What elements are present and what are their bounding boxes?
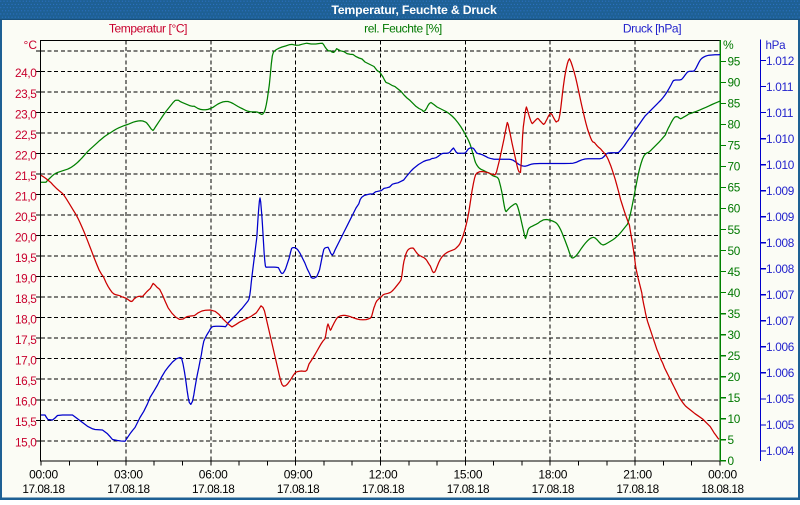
svg-text:17,5: 17,5 (15, 333, 37, 347)
svg-text:65: 65 (728, 181, 741, 195)
svg-text:17.08.18: 17.08.18 (192, 482, 235, 496)
svg-text:17.08.18: 17.08.18 (22, 482, 65, 496)
svg-text:95: 95 (728, 55, 741, 69)
svg-text:18,0: 18,0 (15, 313, 37, 327)
svg-text:21:00: 21:00 (623, 467, 652, 481)
svg-text:17.08.18: 17.08.18 (362, 482, 405, 496)
svg-text:75: 75 (728, 139, 741, 153)
svg-text:1.007: 1.007 (766, 288, 794, 302)
svg-text:1.005: 1.005 (766, 392, 795, 406)
svg-text:22,5: 22,5 (15, 128, 37, 142)
svg-text:17.08.18: 17.08.18 (616, 482, 659, 496)
svg-text:0: 0 (728, 454, 735, 468)
svg-text:1.007: 1.007 (766, 314, 794, 328)
svg-text:20,5: 20,5 (15, 210, 37, 224)
svg-text:1.008: 1.008 (766, 236, 795, 250)
svg-text:23,5: 23,5 (15, 87, 37, 101)
svg-text:1.011: 1.011 (766, 106, 793, 120)
svg-text:1.010: 1.010 (766, 132, 795, 146)
svg-text:21,5: 21,5 (15, 169, 37, 183)
svg-text:15: 15 (728, 391, 741, 405)
svg-text:1.005: 1.005 (766, 418, 795, 432)
svg-text:30: 30 (728, 328, 741, 342)
svg-text:rel. Feuchte [%]: rel. Feuchte [%] (364, 22, 442, 36)
svg-text:09:00: 09:00 (284, 467, 313, 481)
svg-text:50: 50 (728, 244, 741, 258)
svg-text:1.012: 1.012 (766, 54, 794, 68)
svg-text:06:00: 06:00 (199, 467, 228, 481)
svg-text:20,0: 20,0 (15, 230, 37, 244)
svg-text:17.08.18: 17.08.18 (107, 482, 150, 496)
svg-text:15,5: 15,5 (15, 415, 37, 429)
svg-text:17.08.18: 17.08.18 (447, 482, 490, 496)
svg-text:17.08.18: 17.08.18 (277, 482, 320, 496)
svg-text:15:00: 15:00 (454, 467, 483, 481)
svg-text:12:00: 12:00 (369, 467, 398, 481)
svg-text:55: 55 (728, 223, 741, 237)
svg-text:40: 40 (728, 286, 741, 300)
svg-text:1.011: 1.011 (766, 80, 793, 94)
svg-text:22,0: 22,0 (15, 148, 37, 162)
svg-text:00:00: 00:00 (708, 467, 737, 481)
svg-text:00:00: 00:00 (29, 467, 58, 481)
svg-text:23,0: 23,0 (15, 107, 37, 121)
svg-text:19,0: 19,0 (15, 271, 37, 285)
svg-text:5: 5 (728, 433, 735, 447)
svg-text:16,0: 16,0 (15, 395, 37, 409)
svg-text:1.006: 1.006 (766, 366, 795, 380)
svg-text:70: 70 (728, 160, 741, 174)
svg-text:1.010: 1.010 (766, 158, 795, 172)
svg-text:1.006: 1.006 (766, 340, 795, 354)
svg-text:17.08.18: 17.08.18 (532, 482, 575, 496)
svg-text:45: 45 (728, 265, 741, 279)
svg-text:10: 10 (728, 412, 741, 426)
svg-text:20: 20 (728, 370, 741, 384)
svg-text:Druck [hPa]: Druck [hPa] (623, 22, 681, 36)
svg-text:19,5: 19,5 (15, 251, 37, 265)
svg-text:35: 35 (728, 307, 741, 321)
svg-text:60: 60 (728, 202, 741, 216)
svg-text:Temperatur [°C]: Temperatur [°C] (109, 22, 187, 36)
svg-text:°C: °C (24, 38, 38, 52)
svg-text:16,5: 16,5 (15, 374, 37, 388)
svg-text:85: 85 (728, 97, 741, 111)
svg-text:1.008: 1.008 (766, 262, 795, 276)
svg-text:17,0: 17,0 (15, 354, 37, 368)
svg-text:15,0: 15,0 (15, 436, 37, 450)
svg-text:25: 25 (728, 349, 741, 363)
svg-text:hPa: hPa (766, 39, 787, 52)
svg-text:1.009: 1.009 (766, 184, 794, 198)
svg-text:90: 90 (728, 76, 741, 90)
svg-text:1.009: 1.009 (766, 210, 794, 224)
svg-text:18,5: 18,5 (15, 292, 37, 306)
svg-text:18:00: 18:00 (538, 467, 567, 481)
svg-text:80: 80 (728, 118, 741, 132)
svg-text:1.004: 1.004 (766, 444, 795, 458)
svg-text:%: % (723, 38, 734, 52)
svg-text:24,0: 24,0 (15, 66, 37, 80)
svg-text:03:00: 03:00 (114, 467, 143, 481)
svg-text:21,0: 21,0 (15, 189, 37, 203)
svg-text:Temperatur, Feuchte & Druck: Temperatur, Feuchte & Druck (331, 3, 497, 17)
svg-text:18.08.18: 18.08.18 (701, 482, 744, 496)
